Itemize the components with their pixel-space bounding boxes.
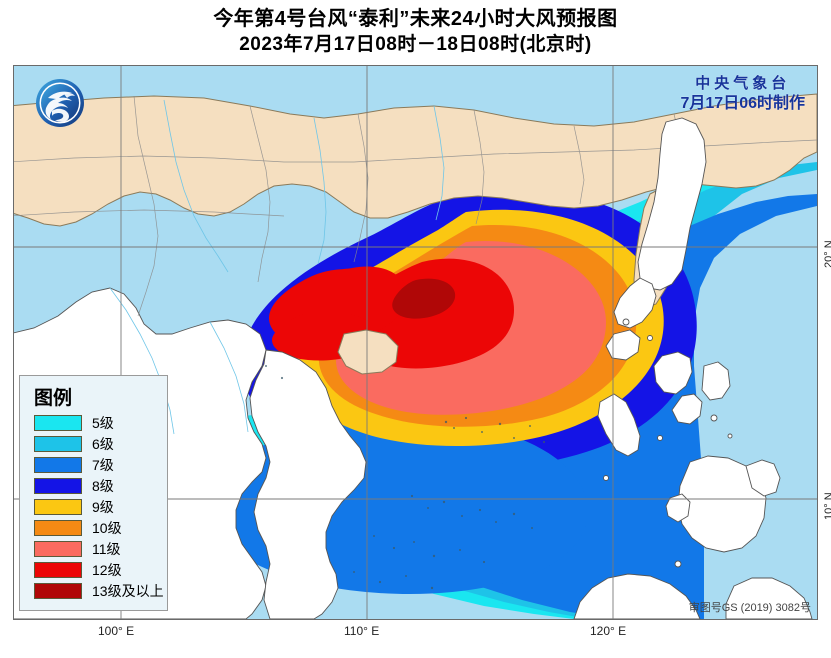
cma-agency-label: 中央气象台 [695, 75, 791, 92]
x-tick-120E: 120° E [590, 624, 627, 638]
legend-label-9: 9级 [92, 499, 114, 515]
legend-item-9[interactable]: 9级 [34, 497, 167, 517]
legend-swatch-9 [34, 499, 82, 515]
map-approval-number: 审图号GS (2019) 3082号 [688, 602, 811, 614]
legend-label-6: 6级 [92, 436, 114, 452]
legend-label-7: 7级 [92, 457, 114, 473]
cma-dragon-logo-icon [36, 79, 84, 127]
philippines-islands [597, 117, 781, 585]
legend-item-8[interactable]: 8级 [34, 476, 167, 496]
wind-contour-level-13 [392, 278, 456, 319]
legend-label-10: 10级 [92, 520, 122, 536]
legend-swatch-10 [34, 520, 82, 536]
legend-panel[interactable]: 图例 5级 6级 7级 8级 9级 10 [19, 375, 168, 611]
cma-header: 中央气象台 7月17日06时制作 [681, 74, 806, 114]
reef-markers [265, 365, 546, 590]
legend-item-11[interactable]: 11级 [34, 539, 167, 559]
legend-item-13[interactable]: 13级及以上 [34, 581, 167, 601]
legend-label-8: 8级 [92, 478, 114, 494]
legend-label-12: 12级 [92, 562, 122, 578]
legend-swatch-6 [34, 436, 82, 452]
legend-label-11: 11级 [92, 541, 121, 557]
rivers [109, 99, 445, 435]
legend-item-5[interactable]: 5级 [34, 413, 167, 433]
legend-swatch-7 [34, 457, 82, 473]
legend-swatch-5 [34, 415, 82, 431]
legend-item-10[interactable]: 10级 [34, 518, 167, 538]
legend-item-7[interactable]: 7级 [34, 455, 167, 475]
legend-swatch-11 [34, 541, 82, 557]
page-title: 今年第4号台风“泰利”未来24小时大风预报图 2023年7月17日08时－18日… [0, 6, 831, 58]
borneo-landmass [573, 573, 813, 619]
y-tick-10N: 10° N [823, 492, 831, 520]
legend-swatch-12 [34, 562, 82, 578]
x-tick-110E: 110° E [344, 624, 380, 638]
title-line-2: 2023年7月17日08时－18日08时(北京时) [239, 34, 592, 55]
legend-swatch-8 [34, 478, 82, 494]
legend-item-6[interactable]: 6级 [34, 434, 167, 454]
legend-label-13: 13级及以上 [92, 583, 164, 599]
legend-label-5: 5级 [92, 415, 114, 431]
legend-swatch-13 [34, 583, 82, 599]
legend-title: 图例 [34, 388, 73, 409]
cma-produced-label: 7月17日06时制作 [680, 95, 806, 112]
legend-item-12[interactable]: 12级 [34, 560, 167, 580]
map-canvas[interactable]: 中央气象台 7月17日06时制作 图例 5级 6级 7级 8级 [13, 65, 818, 620]
y-tick-20N: 20° N [823, 240, 831, 268]
title-line-1: 今年第4号台风“泰利”未来24小时大风预报图 [213, 8, 618, 30]
x-tick-100E: 100° E [98, 624, 135, 638]
